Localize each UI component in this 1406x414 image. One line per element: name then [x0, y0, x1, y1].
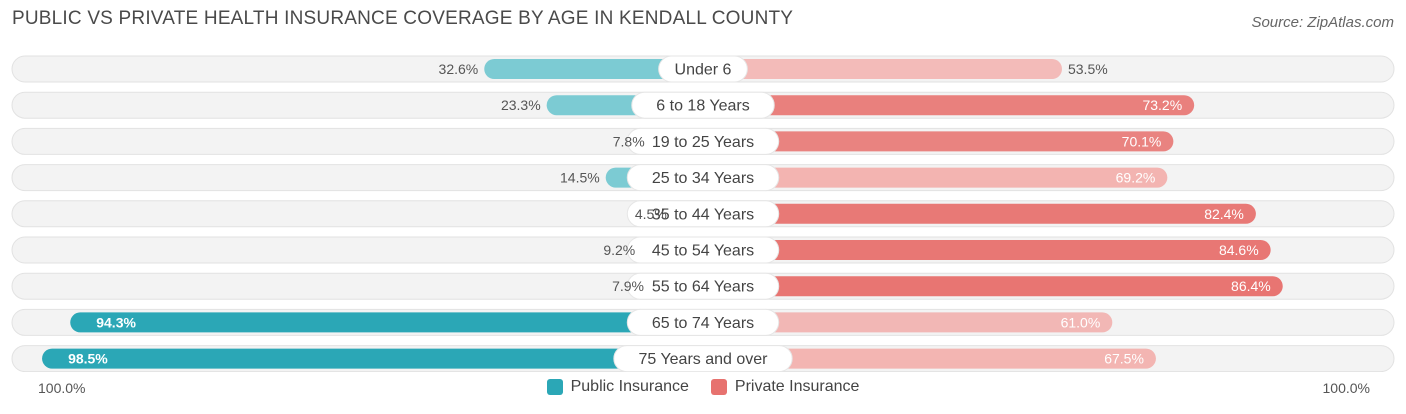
source-label: Source: ZipAtlas.com	[1251, 14, 1394, 31]
category-label: 25 to 34 Years	[652, 170, 754, 187]
private-value-label: 70.1%	[1122, 133, 1162, 149]
private-bar	[703, 59, 1062, 79]
private-bar	[703, 95, 1195, 116]
private-bar	[703, 240, 1271, 260]
public-value-label: 94.3%	[96, 314, 136, 330]
category-label: 65 to 74 Years	[652, 315, 754, 332]
private-value-label: 84.6%	[1219, 242, 1259, 258]
category-label: Under 6	[675, 62, 732, 79]
public-value-label: 4.5%	[635, 206, 667, 222]
public-value-label: 32.6%	[439, 61, 479, 77]
public-value-label: 7.9%	[612, 278, 644, 294]
private-value-label: 61.0%	[1061, 314, 1101, 330]
category-pill	[626, 127, 780, 155]
private-value-label: 67.5%	[1104, 351, 1144, 367]
public-value-label: 9.2%	[603, 242, 635, 258]
public-bar	[70, 312, 703, 333]
public-bar	[42, 348, 703, 369]
public-value-label: 98.5%	[68, 351, 108, 367]
private-bar	[703, 167, 1168, 188]
category-label: 6 to 18 Years	[656, 98, 749, 115]
category-label: 75 Years and over	[639, 351, 769, 368]
legend: Public Insurance Private Insurance	[0, 378, 1406, 396]
legend-swatch-public	[546, 379, 563, 395]
category-label: 35 to 44 Years	[652, 206, 754, 223]
axis-left-label: 100.0%	[38, 380, 86, 396]
private-value-label: 82.4%	[1204, 206, 1244, 222]
private-value-label: 73.2%	[1142, 97, 1182, 113]
category-pill	[626, 272, 780, 300]
legend-item-private: Private Insurance	[710, 378, 860, 396]
private-value-label: 69.2%	[1116, 170, 1156, 186]
chart: Under 6 32.6% 53.5% 6 to 18 Years 23.3% 73.2%…	[11, 55, 1395, 372]
private-bar	[703, 276, 1283, 297]
public-bar	[484, 59, 703, 79]
category-pill	[626, 308, 780, 336]
category-label: 55 to 64 Years	[652, 279, 754, 296]
public-value-label: 23.3%	[501, 97, 541, 113]
category-pill	[658, 55, 748, 83]
legend-item-public: Public Insurance	[546, 378, 689, 396]
legend-swatch-private	[710, 379, 727, 395]
private-bar	[703, 348, 1156, 369]
private-bar	[703, 312, 1113, 333]
category-pill	[631, 91, 775, 119]
private-bar	[703, 203, 1256, 224]
category-pill	[626, 200, 780, 228]
category-pill	[626, 236, 780, 264]
public-value-label: 14.5%	[560, 170, 600, 186]
private-value-label: 53.5%	[1068, 61, 1108, 77]
category-label: 19 to 25 Years	[652, 134, 754, 151]
axis-right-label: 100.0%	[1322, 380, 1370, 396]
legend-label-public: Public Insurance	[570, 378, 689, 395]
category-pill	[626, 164, 780, 192]
private-bar	[703, 131, 1174, 152]
chart-title: PUBLIC VS PRIVATE HEALTH INSURANCE COVER…	[12, 8, 794, 29]
private-value-label: 86.4%	[1231, 278, 1271, 294]
legend-label-private: Private Insurance	[734, 378, 860, 395]
category-pill	[613, 345, 793, 372]
public-value-label: 7.8%	[613, 133, 645, 149]
category-label: 45 to 54 Years	[652, 243, 754, 260]
